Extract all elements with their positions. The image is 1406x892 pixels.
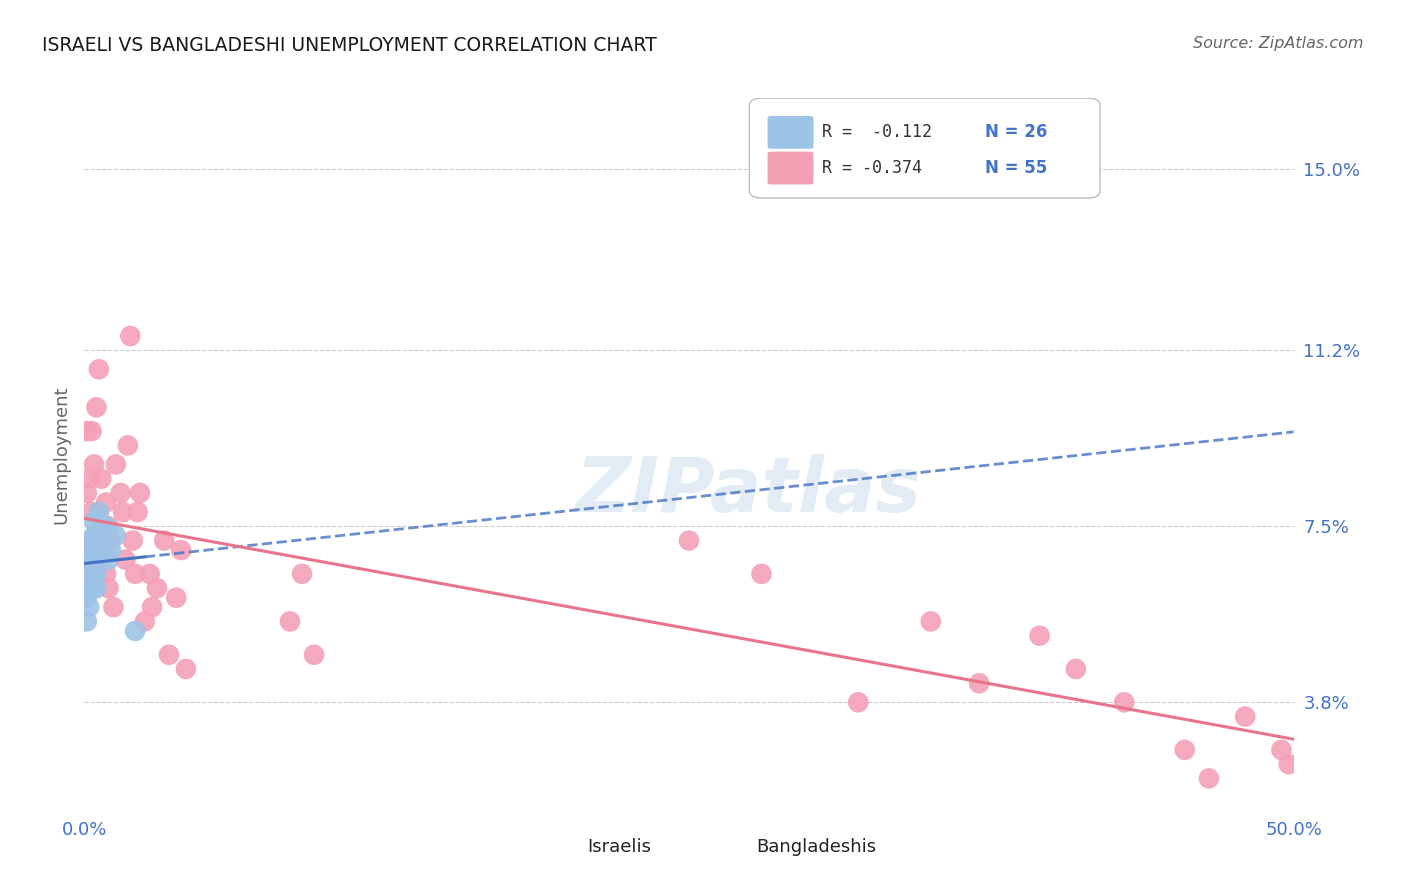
Point <box>117 438 139 452</box>
Point <box>104 458 127 472</box>
Point <box>170 543 193 558</box>
Point <box>77 566 100 581</box>
Text: ZIPatlas: ZIPatlas <box>576 454 922 527</box>
Point <box>87 505 110 519</box>
Point <box>920 615 942 629</box>
Point <box>83 552 105 566</box>
Point <box>291 566 314 581</box>
Point <box>165 591 187 605</box>
Point <box>134 615 156 629</box>
Point <box>86 401 108 415</box>
Point <box>93 533 115 548</box>
Point <box>174 662 197 676</box>
Point <box>94 519 117 533</box>
Point <box>76 615 98 629</box>
Text: Source: ZipAtlas.com: Source: ZipAtlas.com <box>1194 36 1364 51</box>
Point <box>967 676 990 690</box>
Point <box>129 486 152 500</box>
Point <box>103 600 125 615</box>
Point <box>77 600 100 615</box>
Point <box>90 543 112 558</box>
Point <box>87 362 110 376</box>
Text: R = -0.374: R = -0.374 <box>823 159 922 177</box>
Point <box>302 648 325 662</box>
Point <box>94 566 117 581</box>
Point <box>104 529 127 543</box>
Point <box>90 543 112 558</box>
Point <box>751 566 773 581</box>
FancyBboxPatch shape <box>768 152 814 185</box>
Point <box>1234 709 1257 723</box>
Point <box>87 533 110 548</box>
Text: Bangladeshis: Bangladeshis <box>756 838 877 856</box>
Point <box>678 533 700 548</box>
Point <box>110 486 132 500</box>
Point <box>86 581 108 595</box>
Point <box>86 566 108 581</box>
Point <box>76 424 98 438</box>
Point <box>100 543 122 558</box>
Point <box>153 533 176 548</box>
Point <box>87 552 110 566</box>
Point <box>76 581 98 595</box>
Text: ISRAELI VS BANGLADESHI UNEMPLOYMENT CORRELATION CHART: ISRAELI VS BANGLADESHI UNEMPLOYMENT CORR… <box>42 36 657 54</box>
Point <box>114 552 136 566</box>
Point <box>76 486 98 500</box>
Point <box>112 505 135 519</box>
Point <box>141 600 163 615</box>
Point <box>1198 772 1220 786</box>
Text: N = 26: N = 26 <box>986 123 1047 141</box>
Point <box>76 591 98 605</box>
Point <box>124 624 146 638</box>
Point <box>80 543 103 558</box>
Point <box>278 615 301 629</box>
Point <box>1064 662 1087 676</box>
Point <box>97 552 120 566</box>
Point <box>121 533 143 548</box>
Text: Israelis: Israelis <box>588 838 651 856</box>
Point <box>846 695 869 709</box>
Text: N = 55: N = 55 <box>986 159 1047 177</box>
Point <box>77 533 100 548</box>
Point <box>83 458 105 472</box>
FancyBboxPatch shape <box>768 116 814 149</box>
Point <box>1270 743 1292 757</box>
Point <box>146 581 169 595</box>
Point <box>138 566 160 581</box>
Point <box>87 505 110 519</box>
Point <box>94 495 117 509</box>
Point <box>77 472 100 486</box>
Point <box>1028 629 1050 643</box>
Text: R =  -0.112: R = -0.112 <box>823 123 932 141</box>
Point <box>90 519 112 533</box>
Point <box>80 424 103 438</box>
Y-axis label: Unemployment: Unemployment <box>52 385 70 524</box>
Point <box>127 505 149 519</box>
FancyBboxPatch shape <box>540 829 581 865</box>
Point <box>90 472 112 486</box>
Point <box>1174 743 1197 757</box>
Point <box>77 533 100 548</box>
Point <box>80 581 103 595</box>
Point <box>1278 757 1301 772</box>
Point <box>93 533 115 548</box>
Point <box>77 552 100 566</box>
Point <box>100 533 122 548</box>
Point <box>124 566 146 581</box>
Point <box>157 648 180 662</box>
Point <box>83 515 105 529</box>
Point <box>1114 695 1136 709</box>
FancyBboxPatch shape <box>710 829 751 865</box>
Point <box>97 581 120 595</box>
Point <box>120 329 142 343</box>
Point <box>83 529 105 543</box>
FancyBboxPatch shape <box>749 98 1099 198</box>
Point <box>80 505 103 519</box>
Point <box>86 566 108 581</box>
Point <box>80 566 103 581</box>
Point <box>97 519 120 533</box>
